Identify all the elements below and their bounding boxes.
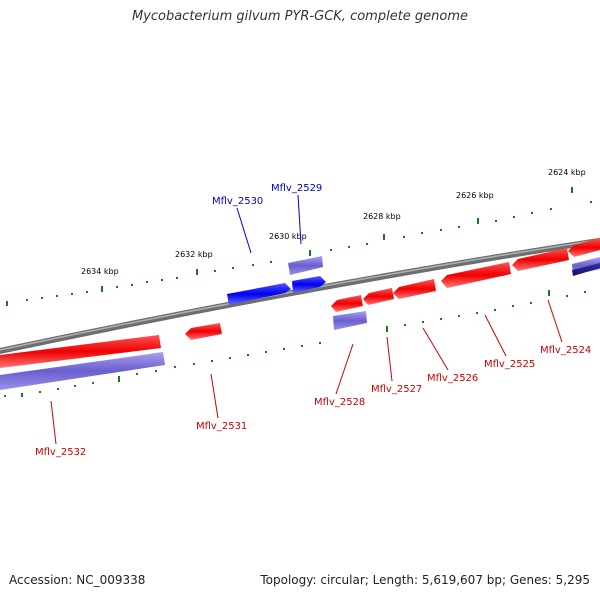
scale-label: 2624 kbp [548, 168, 586, 177]
gene-arrow-mflv-2530[interactable] [227, 283, 291, 305]
gene-arrow-mflv-2529[interactable] [292, 276, 326, 293]
reverse-features [0, 238, 600, 390]
cds-box-mflv-2528 [333, 311, 367, 330]
cds-box-mflv-2529 [288, 256, 323, 275]
cds-box-mflv-2532 [0, 352, 165, 390]
scale-label: 2628 kbp [363, 212, 401, 221]
genome-backbone [0, 237, 600, 355]
map-title: Mycobacterium gilvum PYR-GCK, complete g… [131, 9, 469, 24]
reverse-tick-row [4, 290, 586, 397]
gene-edge [572, 263, 600, 276]
accession-text: Accession: NC_009338 [9, 573, 146, 587]
gene-label-mflv-2529[interactable]: Mflv_2529 [271, 183, 322, 194]
topology-text: Topology: circular; Length: 5,619,607 bp… [260, 573, 590, 587]
gene-arrow-mflv-2531[interactable] [185, 323, 222, 340]
gene-arrow-mflv-2524[interactable] [512, 248, 569, 271]
gene-label-mflv-2524[interactable]: Mflv_2524 [540, 345, 591, 356]
gene-edge-red [568, 238, 600, 257]
gene-arrow-mflv-2532[interactable] [0, 335, 161, 368]
forward-features [227, 256, 600, 305]
scale-label: 2634 kbp [81, 267, 119, 276]
forward-tick-row [6, 187, 592, 306]
gene-label-mflv-2532[interactable]: Mflv_2532 [35, 447, 86, 458]
gene-arrow-mflv-2525[interactable] [441, 262, 511, 288]
scale-label: 2632 kbp [175, 250, 213, 259]
gene-arrow-mflv-2526[interactable] [393, 279, 436, 299]
gene-arrow-mflv-2527[interactable] [363, 288, 394, 305]
gene-label-mflv-2528[interactable]: Mflv_2528 [314, 397, 365, 408]
gene-label-mflv-2531[interactable]: Mflv_2531 [196, 421, 247, 432]
gene-label-mflv-2530[interactable]: Mflv_2530 [212, 196, 263, 207]
scale-label: 2626 kbp [456, 191, 494, 200]
gene-label-mflv-2527[interactable]: Mflv_2527 [371, 384, 422, 395]
callout-lines [50, 194, 563, 445]
scale-label: 2630 kbp [269, 232, 307, 241]
gene-arrow-mflv-2528[interactable] [331, 295, 363, 312]
gene-label-mflv-2525[interactable]: Mflv_2525 [484, 359, 535, 370]
gene-label-mflv-2526[interactable]: Mflv_2526 [427, 373, 478, 384]
